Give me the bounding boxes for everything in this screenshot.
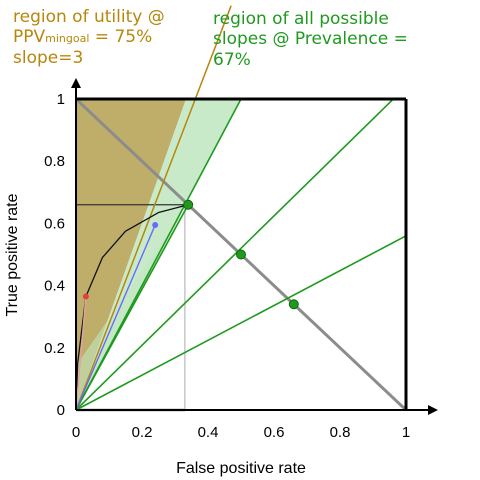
utility-annotation-ppv: PPV xyxy=(13,27,46,48)
green-point-2 xyxy=(236,249,246,260)
x-tick-label: 0.4 xyxy=(198,424,219,441)
utility-annotation-line3: slope=3 xyxy=(13,47,84,68)
y-tick-label: 1 xyxy=(57,91,65,108)
slope-line-3 xyxy=(75,235,407,411)
x-tick-label: 1 xyxy=(402,424,410,441)
green-point-1 xyxy=(183,199,194,210)
slope-line-2 xyxy=(75,98,394,411)
x-axis-label: False positive rate xyxy=(176,460,306,477)
y-axis-arrow xyxy=(71,78,81,88)
y-tick-label: 0.6 xyxy=(44,215,65,232)
axes xyxy=(71,78,438,415)
y-axis-label: True positive rate xyxy=(4,193,21,316)
points xyxy=(82,199,299,310)
y-tick-label: 0.2 xyxy=(44,340,65,357)
utility-annotation-subscript: mingoal xyxy=(45,32,90,46)
utility-annotation-line1: region of utility @ xyxy=(13,7,165,27)
y-tick-label: 0 xyxy=(57,402,65,419)
red-segment xyxy=(75,296,87,411)
roc-curve xyxy=(75,204,189,411)
tick-labels: 0 0.2 0.4 0.6 0.8 1 0 0.2 0.4 0.6 0.8 1 xyxy=(44,91,410,441)
blue-point xyxy=(152,221,159,228)
blue-segment xyxy=(75,224,156,411)
slopes-annotation-line2: slopes @ Prevalence = xyxy=(213,29,408,50)
x-tick-label: 0.8 xyxy=(330,424,351,441)
x-tick-label: 0 xyxy=(72,424,80,441)
red-point xyxy=(82,293,89,300)
green-point-3 xyxy=(288,299,299,310)
slopes-annotation: region of all possible slopes @ Prevalen… xyxy=(213,9,478,70)
utility-annotation-value: = 75% xyxy=(89,27,153,48)
y-tick-label: 0.4 xyxy=(44,278,65,295)
y-tick-label: 0.8 xyxy=(44,153,65,170)
slopes-annotation-line1: region of all possible xyxy=(213,9,389,29)
utility-slope-line xyxy=(75,5,232,411)
utility-annotation: region of utility @ PPVmingoal = 75% slo… xyxy=(13,7,213,68)
x-tick-label: 0.6 xyxy=(264,424,285,441)
slope-line-4 xyxy=(75,204,189,411)
x-axis-arrow xyxy=(428,405,438,415)
slopes-annotation-line3: 67% xyxy=(213,49,251,70)
x-tick-label: 0.2 xyxy=(132,424,153,441)
